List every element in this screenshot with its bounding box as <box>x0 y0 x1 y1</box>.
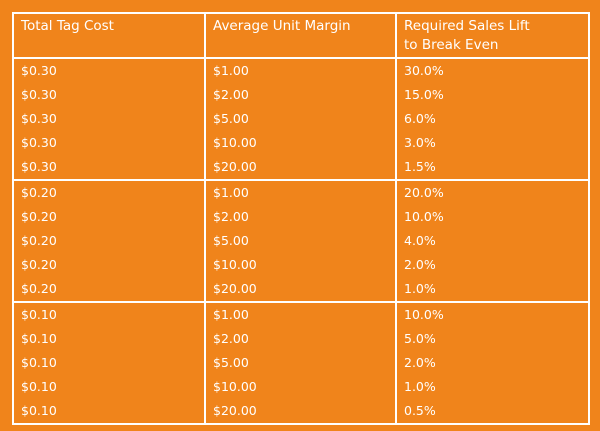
cell-average-unit-margin: $10.00 <box>204 253 397 277</box>
cell-total-tag-cost: $0.20 <box>12 180 206 205</box>
cell-required-sales-lift: 0.5% <box>395 399 590 425</box>
cell-average-unit-margin: $1.00 <box>204 302 397 327</box>
cell-average-unit-margin: $2.00 <box>204 205 397 229</box>
table-row: $0.20 $2.00 10.0% <box>12 205 590 229</box>
table-header: Total Tag Cost Average Unit Margin Requi… <box>12 12 590 59</box>
cell-required-sales-lift: 10.0% <box>395 302 590 327</box>
cell-average-unit-margin: $5.00 <box>204 229 397 253</box>
cell-average-unit-margin: $2.00 <box>204 83 397 107</box>
cell-total-tag-cost: $0.10 <box>12 302 206 327</box>
table-row: $0.20 $5.00 4.0% <box>12 229 590 253</box>
header-required-sales-lift-line1: Required Sales Lift <box>404 18 530 34</box>
cell-total-tag-cost: $0.30 <box>12 107 206 131</box>
cell-total-tag-cost: $0.30 <box>12 155 206 181</box>
cell-average-unit-margin: $5.00 <box>204 107 397 131</box>
cell-total-tag-cost: $0.30 <box>12 83 206 107</box>
cell-required-sales-lift: 2.0% <box>395 351 590 375</box>
table-row: $0.10 $1.00 10.0% <box>12 302 590 327</box>
cell-required-sales-lift: 4.0% <box>395 229 590 253</box>
table-row: $0.30 $10.00 3.0% <box>12 131 590 155</box>
cell-required-sales-lift: 1.5% <box>395 155 590 181</box>
cell-total-tag-cost: $0.10 <box>12 399 206 425</box>
table-row: $0.10 $5.00 2.0% <box>12 351 590 375</box>
row-group-0-30: $0.30 $1.00 30.0% $0.30 $2.00 15.0% $0.3… <box>12 58 590 181</box>
header-required-sales-lift-line2: to Break Even <box>404 37 499 53</box>
cell-average-unit-margin: $1.00 <box>204 58 397 83</box>
cell-total-tag-cost: $0.20 <box>12 277 206 303</box>
header-total-tag-cost: Total Tag Cost <box>12 12 206 59</box>
cell-required-sales-lift: 20.0% <box>395 180 590 205</box>
cell-total-tag-cost: $0.20 <box>12 229 206 253</box>
header-row: Total Tag Cost Average Unit Margin Requi… <box>12 12 590 59</box>
cell-required-sales-lift: 1.0% <box>395 277 590 303</box>
cell-total-tag-cost: $0.10 <box>12 375 206 399</box>
table-row: $0.10 $20.00 0.5% <box>12 399 590 425</box>
row-group-0-20: $0.20 $1.00 20.0% $0.20 $2.00 10.0% $0.2… <box>12 180 590 303</box>
cell-required-sales-lift: 30.0% <box>395 58 590 83</box>
cell-average-unit-margin: $10.00 <box>204 131 397 155</box>
table-row: $0.10 $10.00 1.0% <box>12 375 590 399</box>
cell-required-sales-lift: 10.0% <box>395 205 590 229</box>
table-row: $0.30 $20.00 1.5% <box>12 155 590 181</box>
cell-average-unit-margin: $20.00 <box>204 155 397 181</box>
cell-total-tag-cost: $0.10 <box>12 327 206 351</box>
row-group-0-10: $0.10 $1.00 10.0% $0.10 $2.00 5.0% $0.10… <box>12 302 590 425</box>
table-row: $0.30 $2.00 15.0% <box>12 83 590 107</box>
header-required-sales-lift: Required Sales Lift to Break Even <box>395 12 590 59</box>
cell-average-unit-margin: $1.00 <box>204 180 397 205</box>
cell-average-unit-margin: $10.00 <box>204 375 397 399</box>
cell-average-unit-margin: $20.00 <box>204 399 397 425</box>
table-row: $0.20 $10.00 2.0% <box>12 253 590 277</box>
tag-cost-table-container: Total Tag Cost Average Unit Margin Requi… <box>12 12 590 425</box>
tag-cost-table: Total Tag Cost Average Unit Margin Requi… <box>12 12 590 425</box>
cell-average-unit-margin: $2.00 <box>204 327 397 351</box>
cell-average-unit-margin: $5.00 <box>204 351 397 375</box>
cell-required-sales-lift: 1.0% <box>395 375 590 399</box>
cell-required-sales-lift: 2.0% <box>395 253 590 277</box>
table-row: $0.30 $5.00 6.0% <box>12 107 590 131</box>
table-row: $0.10 $2.00 5.0% <box>12 327 590 351</box>
cell-required-sales-lift: 6.0% <box>395 107 590 131</box>
cell-total-tag-cost: $0.30 <box>12 131 206 155</box>
cell-required-sales-lift: 15.0% <box>395 83 590 107</box>
table-row: $0.30 $1.00 30.0% <box>12 58 590 83</box>
cell-total-tag-cost: $0.30 <box>12 58 206 83</box>
cell-total-tag-cost: $0.10 <box>12 351 206 375</box>
header-average-unit-margin: Average Unit Margin <box>204 12 397 59</box>
table-row: $0.20 $1.00 20.0% <box>12 180 590 205</box>
cell-required-sales-lift: 5.0% <box>395 327 590 351</box>
cell-total-tag-cost: $0.20 <box>12 253 206 277</box>
cell-required-sales-lift: 3.0% <box>395 131 590 155</box>
cell-average-unit-margin: $20.00 <box>204 277 397 303</box>
cell-total-tag-cost: $0.20 <box>12 205 206 229</box>
table-row: $0.20 $20.00 1.0% <box>12 277 590 303</box>
